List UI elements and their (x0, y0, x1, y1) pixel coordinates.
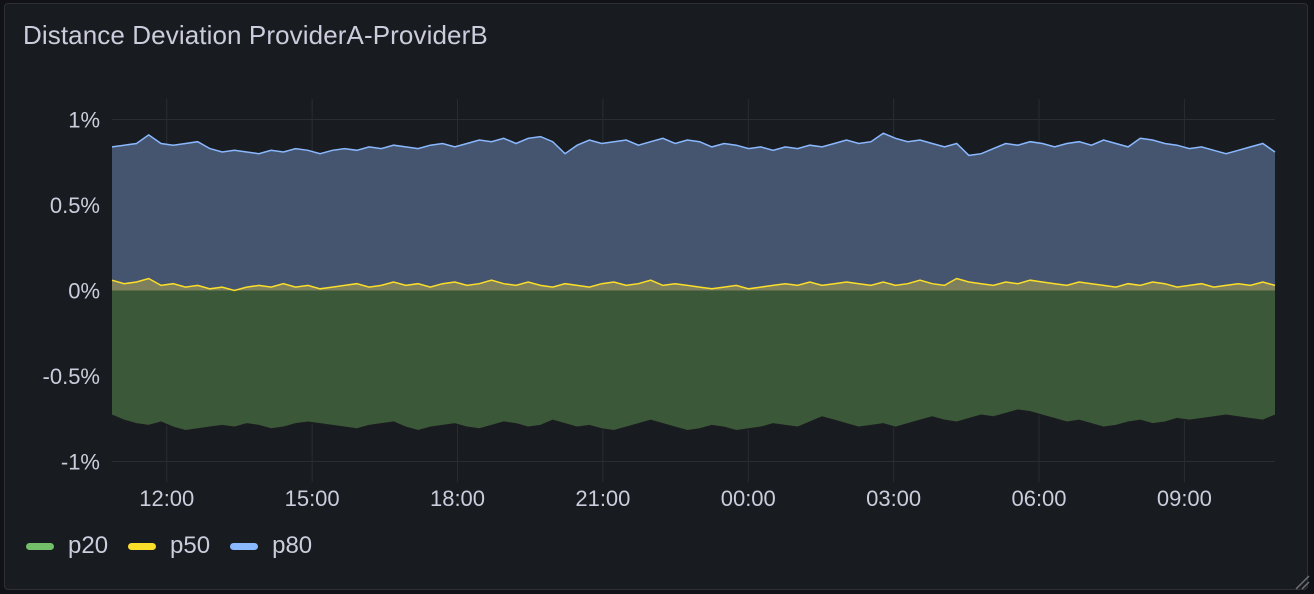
legend: p20 p50 p80 (26, 532, 332, 560)
series-areas (112, 133, 1275, 431)
p20-area (112, 290, 1275, 431)
legend-label-p20: p20 (68, 532, 109, 559)
legend-swatch-p20 (26, 542, 54, 550)
y-axis: 1% 0.5% 0% -0.5% -1% (43, 108, 100, 475)
x-tick-label: 00:00 (721, 486, 776, 511)
y-tick-label: -0.5% (43, 364, 100, 389)
legend-label-p80: p80 (272, 532, 313, 559)
legend-item-p50[interactable]: p50 (128, 532, 210, 560)
p80-line[interactable] (111, 132, 1276, 157)
x-tick-label: 03:00 (866, 486, 921, 511)
y-tick-label: 0.5% (50, 193, 100, 218)
x-tick-label: 12:00 (139, 486, 194, 511)
p80-area (112, 133, 1275, 291)
y-tick-label: -1% (61, 449, 100, 474)
y-tick-label: 1% (68, 108, 100, 133)
legend-label-p50: p50 (170, 532, 211, 559)
x-tick-label: 06:00 (1011, 486, 1066, 511)
legend-swatch-p80 (230, 542, 259, 550)
x-tick-label: 21:00 (575, 486, 630, 511)
x-tick-label: 15:00 (285, 486, 340, 511)
legend-item-p80[interactable]: p80 (230, 532, 312, 560)
series-lines (111, 132, 1276, 432)
p50-area (112, 278, 1275, 291)
resize-handle-icon[interactable] (1292, 572, 1310, 590)
y-tick-label: 0% (68, 279, 100, 304)
legend-item-p20[interactable]: p20 (26, 532, 108, 560)
x-tick-label: 18:00 (430, 486, 485, 511)
x-tick-label: 09:00 (1157, 486, 1212, 511)
p50-line[interactable] (111, 277, 1276, 292)
p20-line[interactable] (111, 409, 1276, 432)
legend-swatch-p50 (128, 542, 157, 550)
panel-title[interactable]: Distance Deviation ProviderA-ProviderB (23, 20, 488, 50)
x-axis: 12:00 15:00 18:00 21:00 00:00 03:00 06:00 09:00 (139, 486, 1212, 511)
